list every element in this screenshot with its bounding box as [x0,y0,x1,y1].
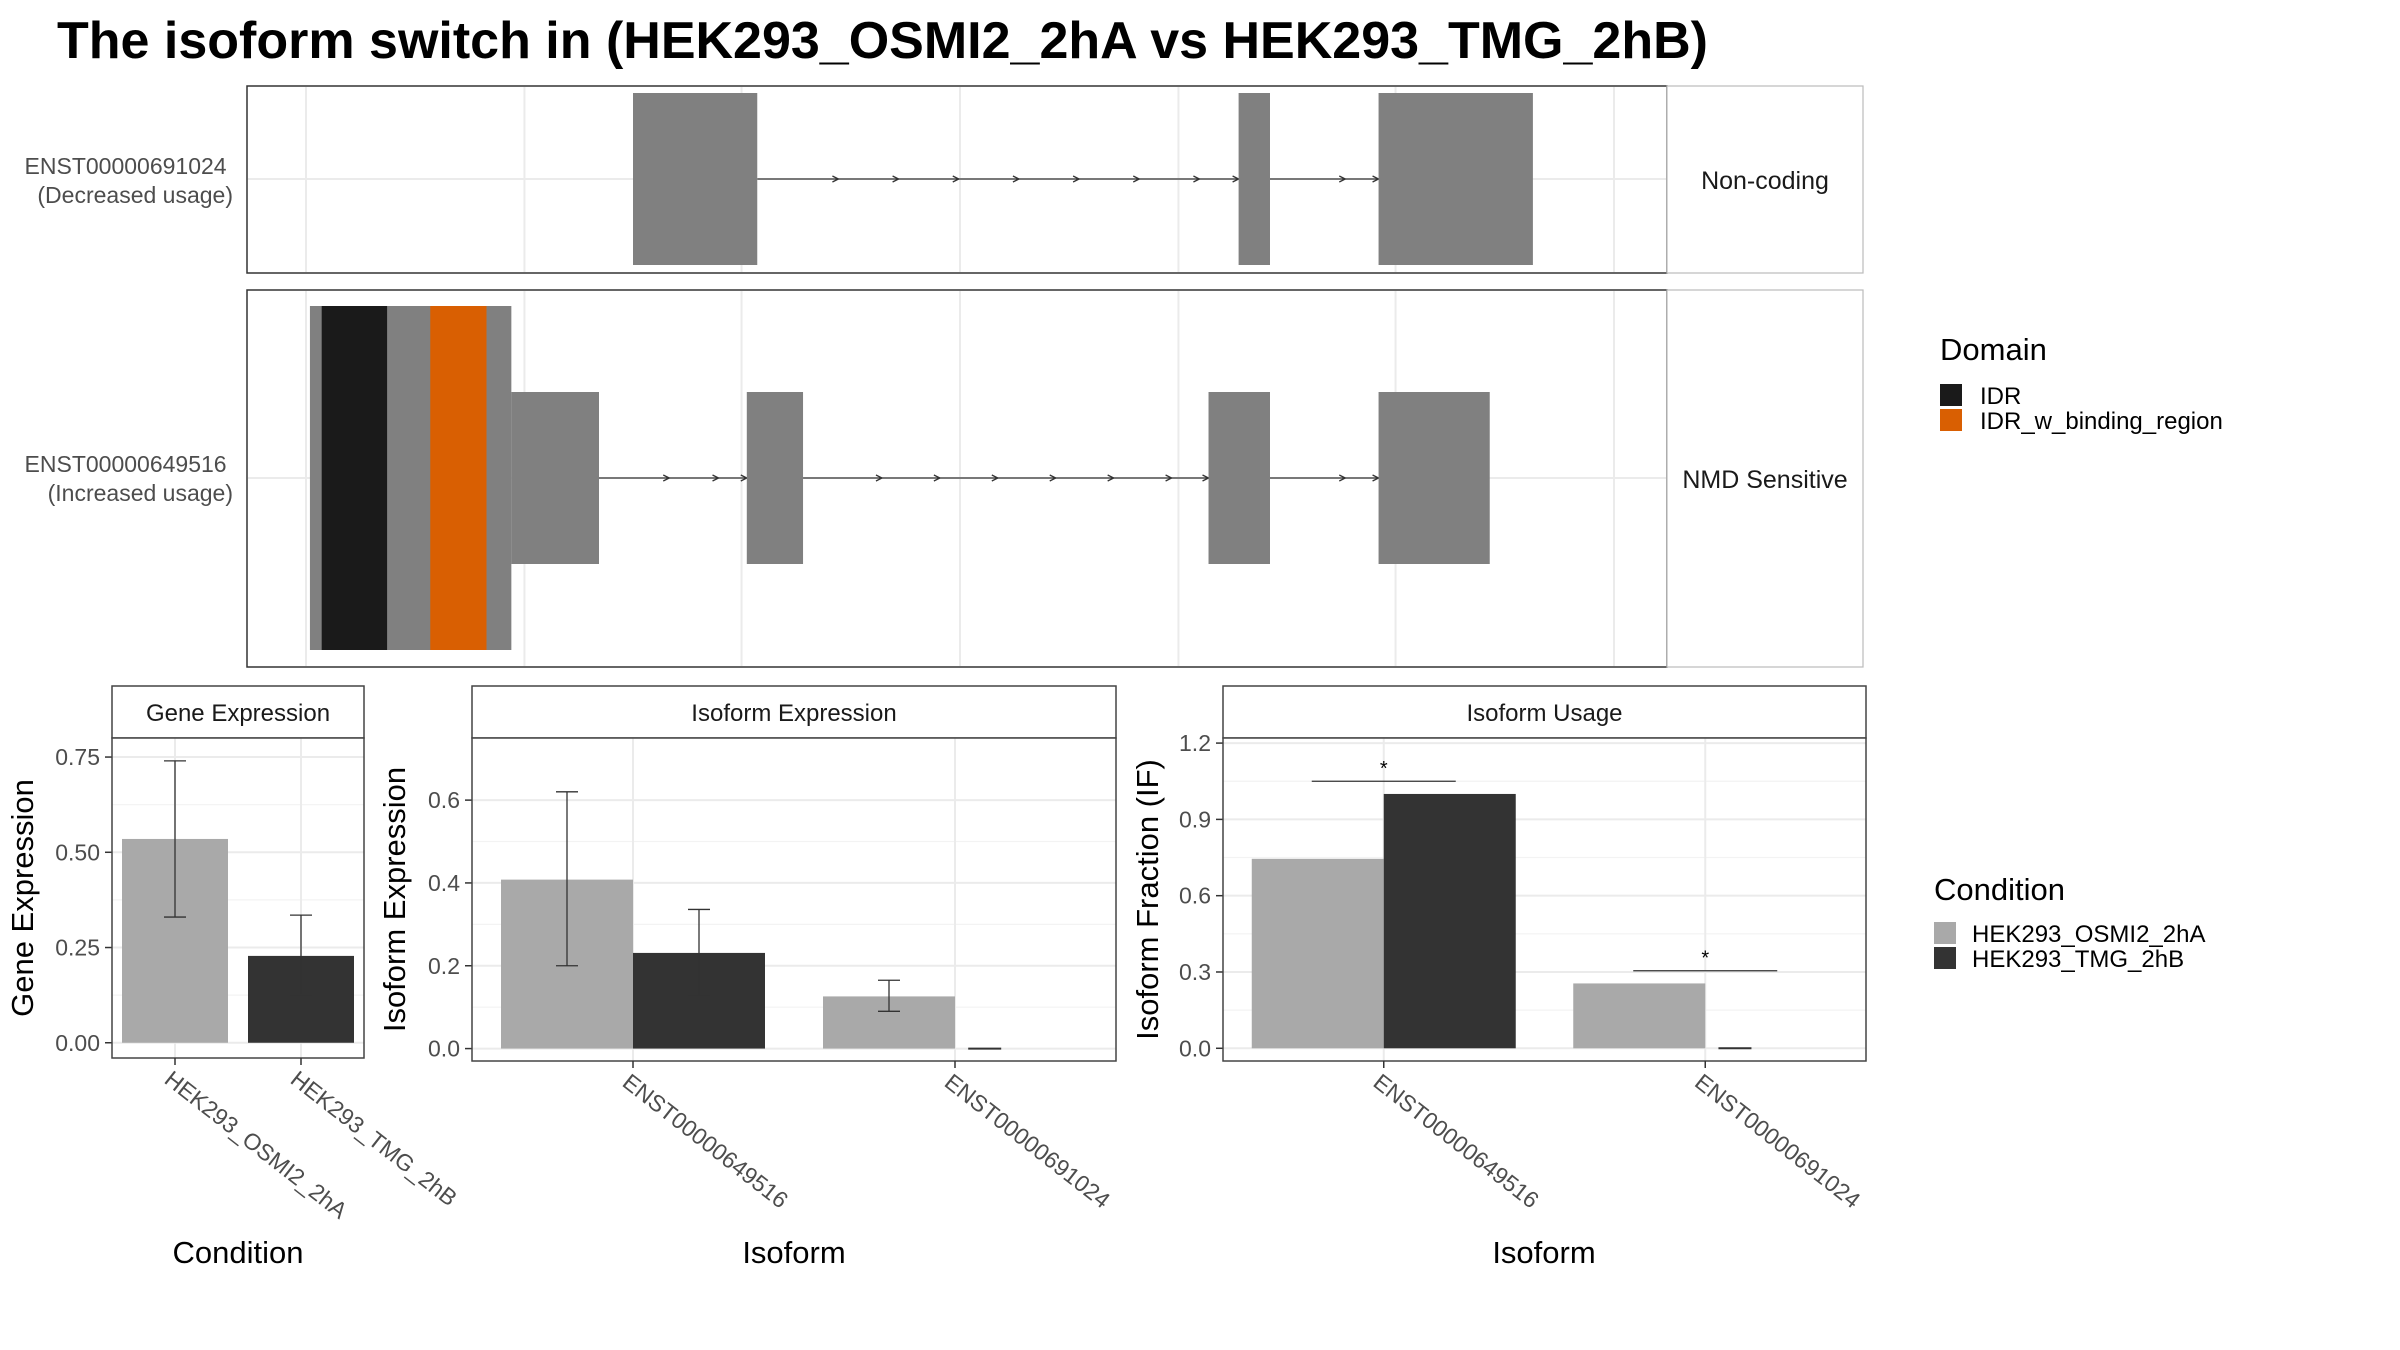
condition-legend-label-b: HEK293_TMG_2hB [1972,946,2184,973]
intron-arrow [1107,474,1116,482]
intron-arrow [662,474,671,482]
y-axis-title: Isoform Fraction (IF) [1130,759,1165,1040]
structure-panel-1-strip-label: Non-coding [1701,167,1829,195]
intron-arrow [1132,175,1141,183]
y-tick-label: 0.2 [428,953,460,979]
intron-arrow [1072,175,1081,183]
bar-series-2 [1383,793,1516,1049]
panel-strip [111,685,365,739]
x-tick-label: ENST00000649516 [618,1068,793,1213]
y-tick-label: 0.50 [55,839,100,865]
isoform-expression-panel: Isoform Expression 0.0 0.2 0.4 0.6 ENST000006… [377,685,1117,1270]
isoform-2-id: ENST00000649516 [25,451,227,477]
y-tick-label: 0.0 [428,1036,460,1062]
structure-panel-2-strip-label: NMD Sensitive [1682,466,1847,494]
figure-title: The isoform switch in (HEK293_OSMI2_2hA … [57,12,1708,70]
condition-legend-key-b [1934,947,1956,969]
bar-series-1 [1251,858,1384,1049]
intron-arrow [1049,474,1058,482]
intron-arrow [952,175,961,183]
y-tick-label: 0.6 [428,787,460,813]
intron-arrow [1338,175,1347,183]
exon-1 [511,392,599,564]
intron-arrow [875,474,884,482]
y-tick-label: 0.25 [55,935,100,961]
isoform-1-structure [633,93,1533,265]
plot-frame [111,737,365,1059]
condition-legend-label-a: HEK293_OSMI2_2hA [1972,921,2205,948]
plot-frame [1222,737,1867,1062]
x-axis-title: Condition [173,1235,304,1270]
intron-arrow [991,474,1000,482]
exon-0 [633,93,758,265]
intron-arrow [832,175,840,183]
intron-arrow [1165,474,1174,482]
y-axis-title: Gene Expression [5,779,40,1017]
y-tick-label: 0.6 [1179,883,1211,909]
y-tick-label: 0.3 [1179,959,1211,985]
domain-legend-title: Domain [1940,332,2047,367]
exon-2 [746,392,804,564]
condition-legend: Condition HEK293_OSMI2_2hA HEK293_TMG_2h… [1934,872,2205,973]
domain-legend-key-idr [1940,384,1962,406]
exon-4 [1378,392,1490,564]
exon-3 [1208,392,1270,564]
plot-frame [471,737,1117,1062]
domain-legend: Domain IDR IDR_w_binding_region [1940,332,2223,435]
x-axis-title: Isoform [742,1235,845,1270]
significance-label: * [1701,948,1709,970]
domain-legend-label-idr: IDR [1980,383,2021,410]
intron-arrow [1232,175,1241,183]
isoform-2-label: ENST00000649516 (Increased usage) [25,451,233,506]
structure-panel-1-strip [1666,85,1864,274]
panel-strip-label: Gene Expression [146,700,330,727]
isoform-1-id: ENST00000691024 [25,153,227,179]
isoform-2-usage: (Increased usage) [48,480,233,506]
domain-legend-key-idr-binding [1940,409,1962,431]
y-tick-label: 0.0 [1179,1035,1211,1061]
intron-arrow [933,474,942,482]
x-axis-title: Isoform [1492,1235,1595,1270]
exon-2 [1378,93,1533,265]
isoform-2-structure [309,306,1490,650]
condition-legend-key-a [1934,922,1956,944]
x-tick-label: ENST00000691024 [940,1068,1115,1213]
condition-legend-title: Condition [1934,872,2065,907]
panel-strip-label: Isoform Usage [1466,700,1622,727]
panel-strip [471,685,1117,739]
y-tick-label: 0.75 [55,744,100,770]
isoform-usage-panel: Isoform Usage 0.0 0.3 0.6 0.9 1.2 * * ENST000006… [1130,685,1867,1270]
domain-idr [321,306,388,650]
bar-series-1 [1573,983,1706,1049]
panel-strip-label: Isoform Expression [691,700,896,727]
x-tick-label: ENST00000649516 [1369,1068,1544,1213]
y-tick-label: 0.4 [428,870,460,896]
panel-strip [1222,685,1867,739]
intron-arrow [712,474,720,482]
x-tick-label: ENST00000691024 [1690,1068,1865,1213]
structure-panel-2-strip [1666,289,1864,668]
intron-arrow [1012,175,1021,183]
y-tick-label: 0.9 [1179,806,1211,832]
isoform-1-label: ENST00000691024 (Decreased usage) [25,153,233,208]
intron-arrow [1193,175,1201,183]
domain-idr-w-binding-region [430,306,487,650]
exon-1 [1238,93,1270,265]
intron-arrow [1338,474,1347,482]
significance-label: * [1380,758,1388,780]
domain-legend-label-idr-binding: IDR_w_binding_region [1980,408,2223,435]
y-tick-label: 1.2 [1179,730,1211,756]
isoform-structure-panels: Non-coding NMD Sensitive ENST00000691024… [25,85,1864,668]
isoform-1-usage: (Decreased usage) [37,182,233,208]
y-tick-label: 0.00 [55,1030,100,1056]
y-axis-title: Isoform Expression [377,767,412,1032]
intron-arrow [892,175,901,183]
